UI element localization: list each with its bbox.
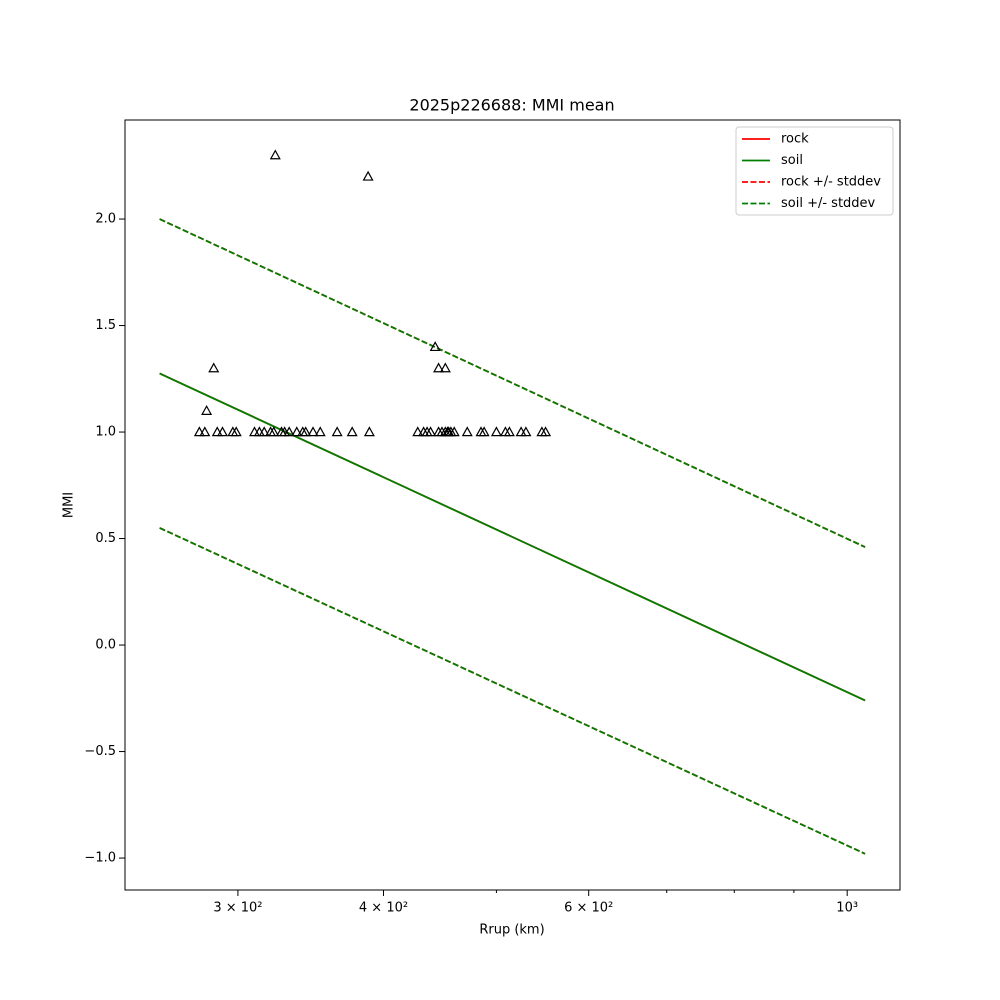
observation-marker (448, 426, 460, 437)
observation-marker (346, 426, 358, 437)
observation-marker (362, 170, 374, 181)
y-tick-label: 0.5 (95, 531, 116, 546)
observation-marker (199, 426, 211, 437)
y-tick-label: 0.0 (95, 638, 116, 653)
observation-marker (269, 149, 281, 160)
y-tick-label: 1.0 (95, 425, 116, 440)
observation-marker (478, 426, 490, 437)
observation-marker (258, 426, 270, 437)
lower-line (159, 527, 866, 855)
observation-marker (307, 426, 319, 437)
observation-marker (291, 426, 303, 437)
x-axis-label: Rrup (km) (479, 923, 544, 938)
observation-marker (208, 362, 220, 373)
y-tick-label: 2.0 (95, 212, 116, 227)
axes-frame (124, 119, 901, 891)
observation-marker (300, 426, 312, 437)
x-tick-label: 3 × 10² (213, 901, 262, 916)
x-tick-label: 6 × 10² (564, 901, 613, 916)
observation-marker (540, 426, 552, 437)
observation-marker (490, 426, 502, 437)
legend-label: rock +/- stddev (781, 175, 881, 190)
chart-title: 2025p226688: MMI mean (409, 96, 614, 115)
y-tick-label: −0.5 (84, 744, 116, 759)
observation-marker (433, 362, 445, 373)
x-tick-label: 4 × 10² (359, 901, 408, 916)
legend-label: rock (781, 132, 809, 147)
observation-marker (193, 426, 205, 437)
observation-marker (331, 426, 343, 437)
observation-marker (429, 341, 441, 352)
observation-marker (211, 426, 223, 437)
observation-marker (216, 426, 229, 437)
observation-marker (283, 426, 295, 437)
observation-marker (230, 426, 242, 437)
legend-label: soil (781, 153, 803, 168)
observation-marker (314, 426, 326, 437)
observation-marker (425, 426, 437, 437)
y-tick-label: −1.0 (84, 851, 116, 866)
legend-box (735, 126, 894, 216)
observation-marker (363, 426, 375, 437)
mean-line (159, 372, 866, 702)
y-tick-label: 1.5 (95, 318, 116, 333)
x-tick-label: 10³ (836, 901, 858, 916)
observation-marker (268, 426, 280, 437)
observation-marker (201, 405, 213, 415)
plot (159, 149, 866, 855)
upper-line (159, 218, 866, 548)
observation-marker (461, 426, 473, 437)
plot-area (125, 120, 900, 890)
y-axis-label: MMI (62, 492, 77, 518)
observation-marker (520, 426, 532, 437)
observation-marker (439, 362, 451, 373)
observation-marker (412, 426, 424, 437)
legend-label: soil +/- stddev (781, 196, 876, 211)
observation-marker (503, 426, 515, 437)
